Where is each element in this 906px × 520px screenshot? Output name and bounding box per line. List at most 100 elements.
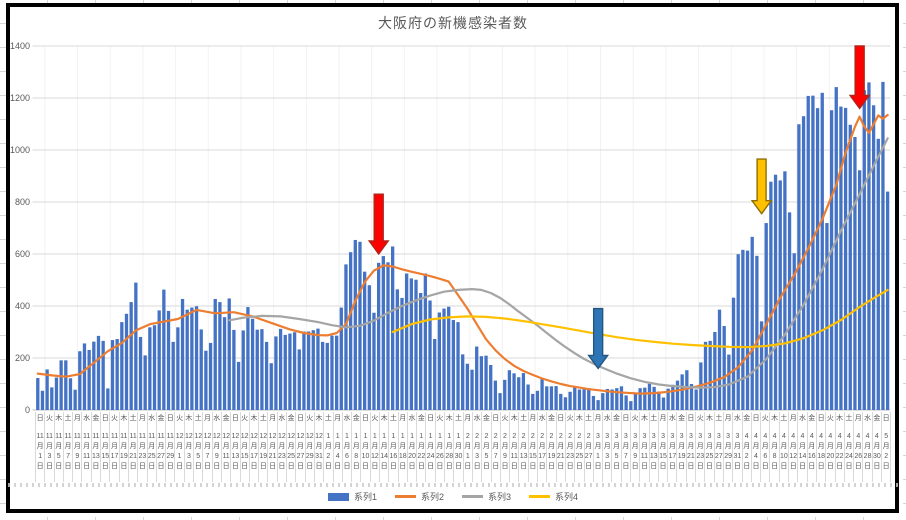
bar (190, 307, 194, 410)
chart-title: 大阪府の新機感染者数 (378, 15, 528, 31)
x-axis-tick-label: 水 12 月 23 日 (276, 412, 286, 482)
bar (531, 393, 535, 410)
bar (162, 289, 166, 410)
bar (647, 383, 652, 410)
x-axis-tick-label: 日 11 月 15 日 (100, 412, 109, 482)
bar (867, 82, 871, 411)
bar (811, 95, 815, 410)
bar (246, 307, 250, 410)
x-axis-tick-label: 月 11 月 23 日 (137, 412, 146, 482)
bar (213, 298, 217, 410)
legend-item-series2: 系列2 (394, 490, 444, 503)
bar (526, 384, 530, 410)
bar (292, 332, 297, 410)
bar (815, 108, 820, 410)
x-axis-tick-label: 水 4 月 14 日 (797, 412, 806, 482)
x-axis-tick-label: 日 11 月 29 日 (165, 412, 174, 482)
bar (479, 356, 484, 410)
bar (559, 393, 563, 410)
x-axis-labels: 日 11 月 1 日火 11 月 3 日木 11 月 5 日土 11 月 7 日月 11 月 9 日水 11 月 11 日金 11… (35, 412, 892, 482)
bar (489, 365, 493, 410)
bar (587, 388, 591, 410)
bar (306, 331, 311, 410)
bar (372, 312, 376, 410)
x-axis-tick-label: 日 2 月 21 日 (555, 412, 565, 482)
bar (680, 374, 684, 410)
yellow-down-arrow-early-april (750, 158, 773, 215)
bar (236, 361, 241, 410)
x-axis-tick-label: 金 4 月 30 日 (871, 412, 881, 482)
x-axis-tick-label: 木 12 月 3 日 (183, 412, 193, 482)
bar (255, 329, 259, 410)
chart-border (6, 3, 899, 513)
bar (288, 333, 292, 410)
bar (727, 354, 731, 410)
bar (442, 308, 446, 410)
bar (199, 329, 203, 410)
bar (316, 328, 320, 410)
y-axis-tick-label: 800 (14, 196, 30, 207)
bar (405, 273, 409, 410)
bar (792, 253, 796, 410)
bar (685, 370, 689, 410)
x-axis-tick-label: 火 1 月 12 日 (369, 412, 379, 482)
bar (605, 388, 610, 410)
x-axis-tick-label: 金 12 月 11 日 (220, 412, 230, 482)
x-axis-tick-label: 月 3 月 15 日 (657, 412, 667, 482)
page-break-dotted-line (8, 483, 898, 487)
bar (517, 377, 521, 410)
legend-label-series2: 系列2 (420, 492, 444, 502)
legend-label-series1: 系列1 (353, 492, 377, 502)
bar (180, 298, 185, 410)
x-axis-tick-label: 木 11 月 19 日 (118, 412, 128, 482)
bar (507, 370, 512, 410)
x-axis-tick-label: 日 4 月 18 日 (815, 412, 825, 482)
x-axis-tick-label: 水 11 月 25 日 (146, 412, 156, 482)
x-axis-tick-label: 月 4 月 12 日 (788, 412, 797, 482)
y-axis-tick-label: 600 (14, 248, 30, 259)
bar (722, 326, 726, 410)
bar (106, 388, 110, 410)
line-系列3 (228, 137, 889, 389)
bar (610, 389, 614, 410)
bar (545, 386, 549, 410)
bar (787, 212, 792, 410)
x-axis-tick-label: 土 2 月 27 日 (583, 412, 593, 482)
red-down-arrow-late-april (848, 45, 871, 110)
x-axis-tick-label: 月 1 月 18 日 (397, 412, 407, 482)
bar (148, 327, 152, 410)
x-axis-tick-label: 水 1 月 20 日 (406, 412, 416, 482)
bar (708, 340, 712, 410)
bar (773, 174, 778, 410)
bar (311, 330, 315, 410)
red-down-arrow-january-peak (367, 193, 390, 256)
bar (124, 313, 129, 410)
legend-item-series4: 系列4 (529, 490, 578, 503)
bar (843, 107, 848, 410)
x-axis-tick-label: 水 3 月 17 日 (667, 412, 676, 482)
chart-legend: 系列1 系列2 系列3 系列4 (0, 490, 906, 503)
bar (629, 401, 633, 410)
x-axis-tick-label: 火 12 月 29 日 (304, 412, 314, 482)
bar (778, 180, 782, 410)
x-axis-tick-label: 日 12 月 27 日 (295, 412, 304, 482)
bar (320, 341, 325, 410)
bar (503, 379, 507, 410)
x-axis-tick-label: 木 11 月 5 日 (53, 412, 63, 482)
bar (59, 360, 63, 410)
bar (540, 379, 544, 410)
x-axis-tick-label: 土 12 月 5 日 (193, 412, 202, 482)
bar (227, 298, 231, 410)
bar (78, 351, 82, 410)
bar (129, 302, 133, 410)
